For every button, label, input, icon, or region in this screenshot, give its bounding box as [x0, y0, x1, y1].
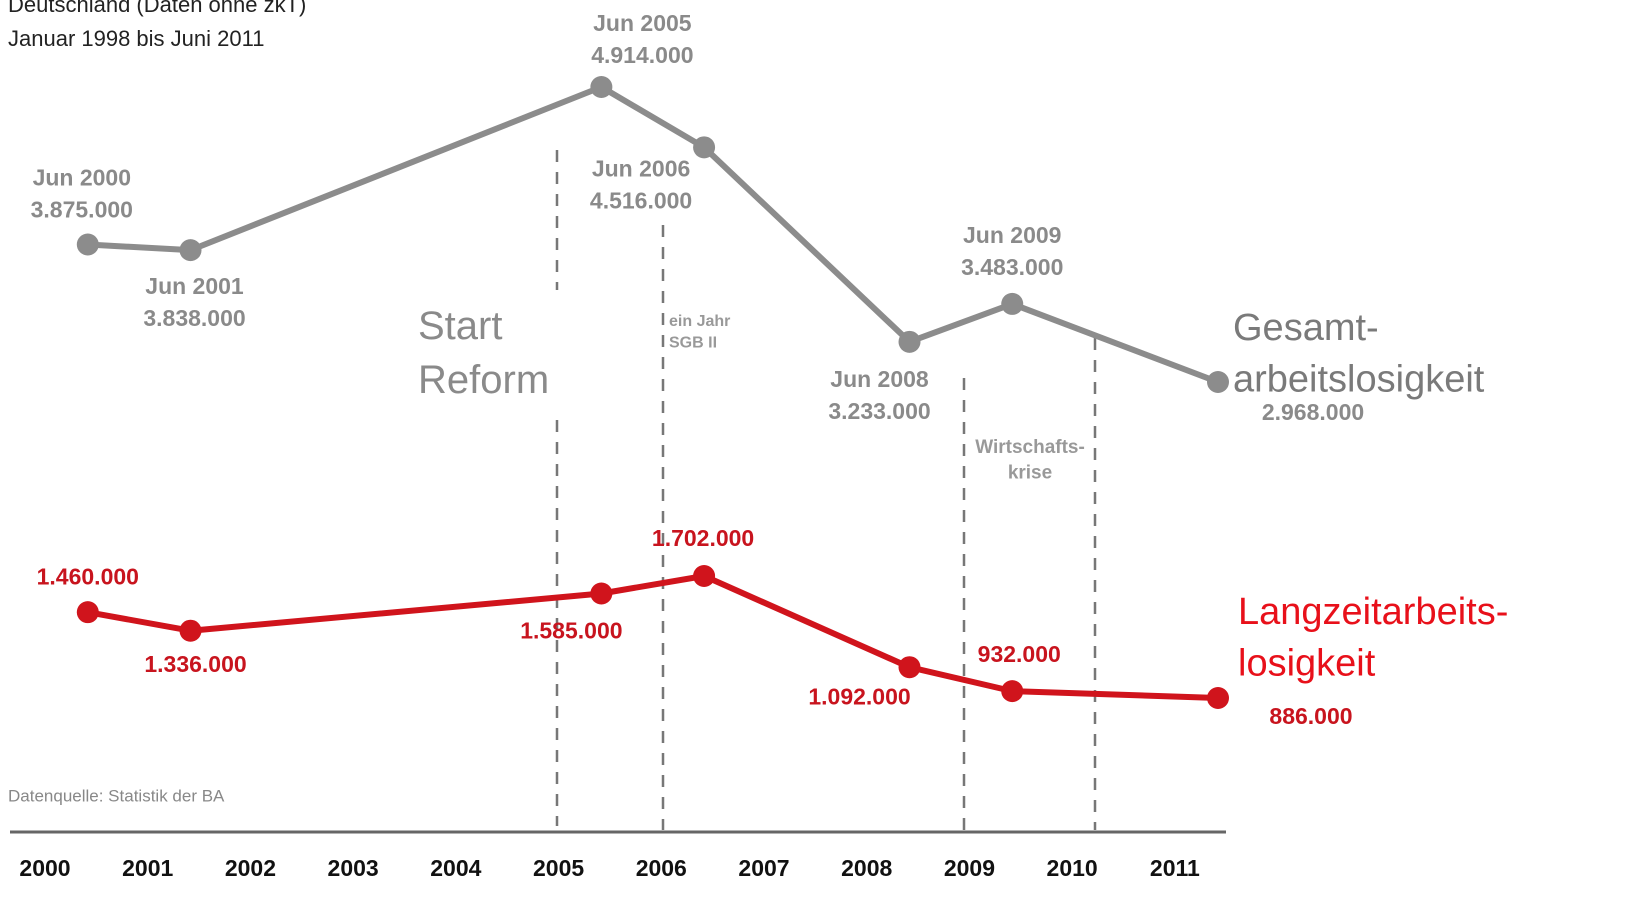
annotation: Wirtschafts-krise [975, 437, 1085, 484]
data-point [898, 330, 921, 353]
date-label: Jun 2006 [592, 155, 690, 181]
data-point [898, 656, 921, 679]
chart-subtitle: Januar 1998 bis Juni 2011 [8, 26, 264, 51]
data-label: 1.460.000 [37, 563, 139, 589]
x-tick-label: 2005 [533, 855, 584, 881]
legend-entry: Langzeitarbeits-losigkeit [1238, 591, 1508, 684]
data-label: 4.914.000 [591, 42, 693, 68]
data-label: 3.233.000 [828, 398, 930, 424]
data-point [179, 619, 202, 642]
data-point [590, 582, 613, 605]
x-tick-label: 2007 [738, 855, 789, 881]
data-label: 3.875.000 [31, 197, 133, 223]
data-point [693, 565, 716, 587]
data-label: 2.968.000 [1262, 399, 1364, 425]
data-point [1207, 687, 1229, 709]
x-tick-label: 2004 [430, 855, 481, 881]
chart-title: Deutschland (Daten ohne zkT) [8, 0, 306, 17]
data-point [1001, 292, 1024, 315]
data-label: 3.838.000 [143, 305, 245, 331]
x-tick-label: 2009 [944, 855, 995, 881]
source-note: Datenquelle: Statistik der BA [8, 786, 225, 805]
date-label: Jun 2000 [33, 165, 131, 191]
data-point [590, 76, 613, 98]
annotation: ein Jahr SGB II [669, 313, 730, 352]
series-line [87, 573, 1219, 701]
data-point [693, 136, 716, 159]
data-label: 1.702.000 [652, 525, 754, 551]
data-label: 1.336.000 [144, 651, 246, 677]
data-label: 932.000 [978, 641, 1061, 667]
date-label: Jun 2005 [593, 10, 692, 36]
legend-entry: Gesamt-arbeitslosigkeit [1233, 307, 1485, 400]
data-point [179, 239, 202, 262]
x-tick-label: 2011 [1150, 855, 1200, 881]
data-point [1001, 680, 1024, 703]
data-label: 1.092.000 [808, 683, 910, 709]
data-point [76, 601, 99, 624]
data-point [76, 233, 99, 256]
x-tick-label: 2010 [1047, 855, 1098, 881]
x-tick-label: 2001 [122, 855, 173, 881]
x-tick-label: 2003 [328, 855, 379, 881]
data-point [1207, 371, 1229, 393]
date-label: Jun 2001 [145, 273, 244, 299]
date-label: Jun 2009 [963, 222, 1061, 248]
data-label: 3.483.000 [961, 254, 1063, 280]
data-label: 1.585.000 [520, 618, 622, 644]
date-label: Jun 2008 [830, 366, 929, 392]
data-label: 886.000 [1269, 703, 1352, 729]
data-label: 4.516.000 [590, 187, 692, 213]
x-tick-label: 2008 [841, 855, 892, 881]
x-tick-label: 2000 [19, 855, 70, 881]
annotation: Start Reform [418, 304, 549, 402]
x-tick-label: 2002 [225, 855, 276, 881]
x-tick-label: 2006 [636, 855, 687, 881]
